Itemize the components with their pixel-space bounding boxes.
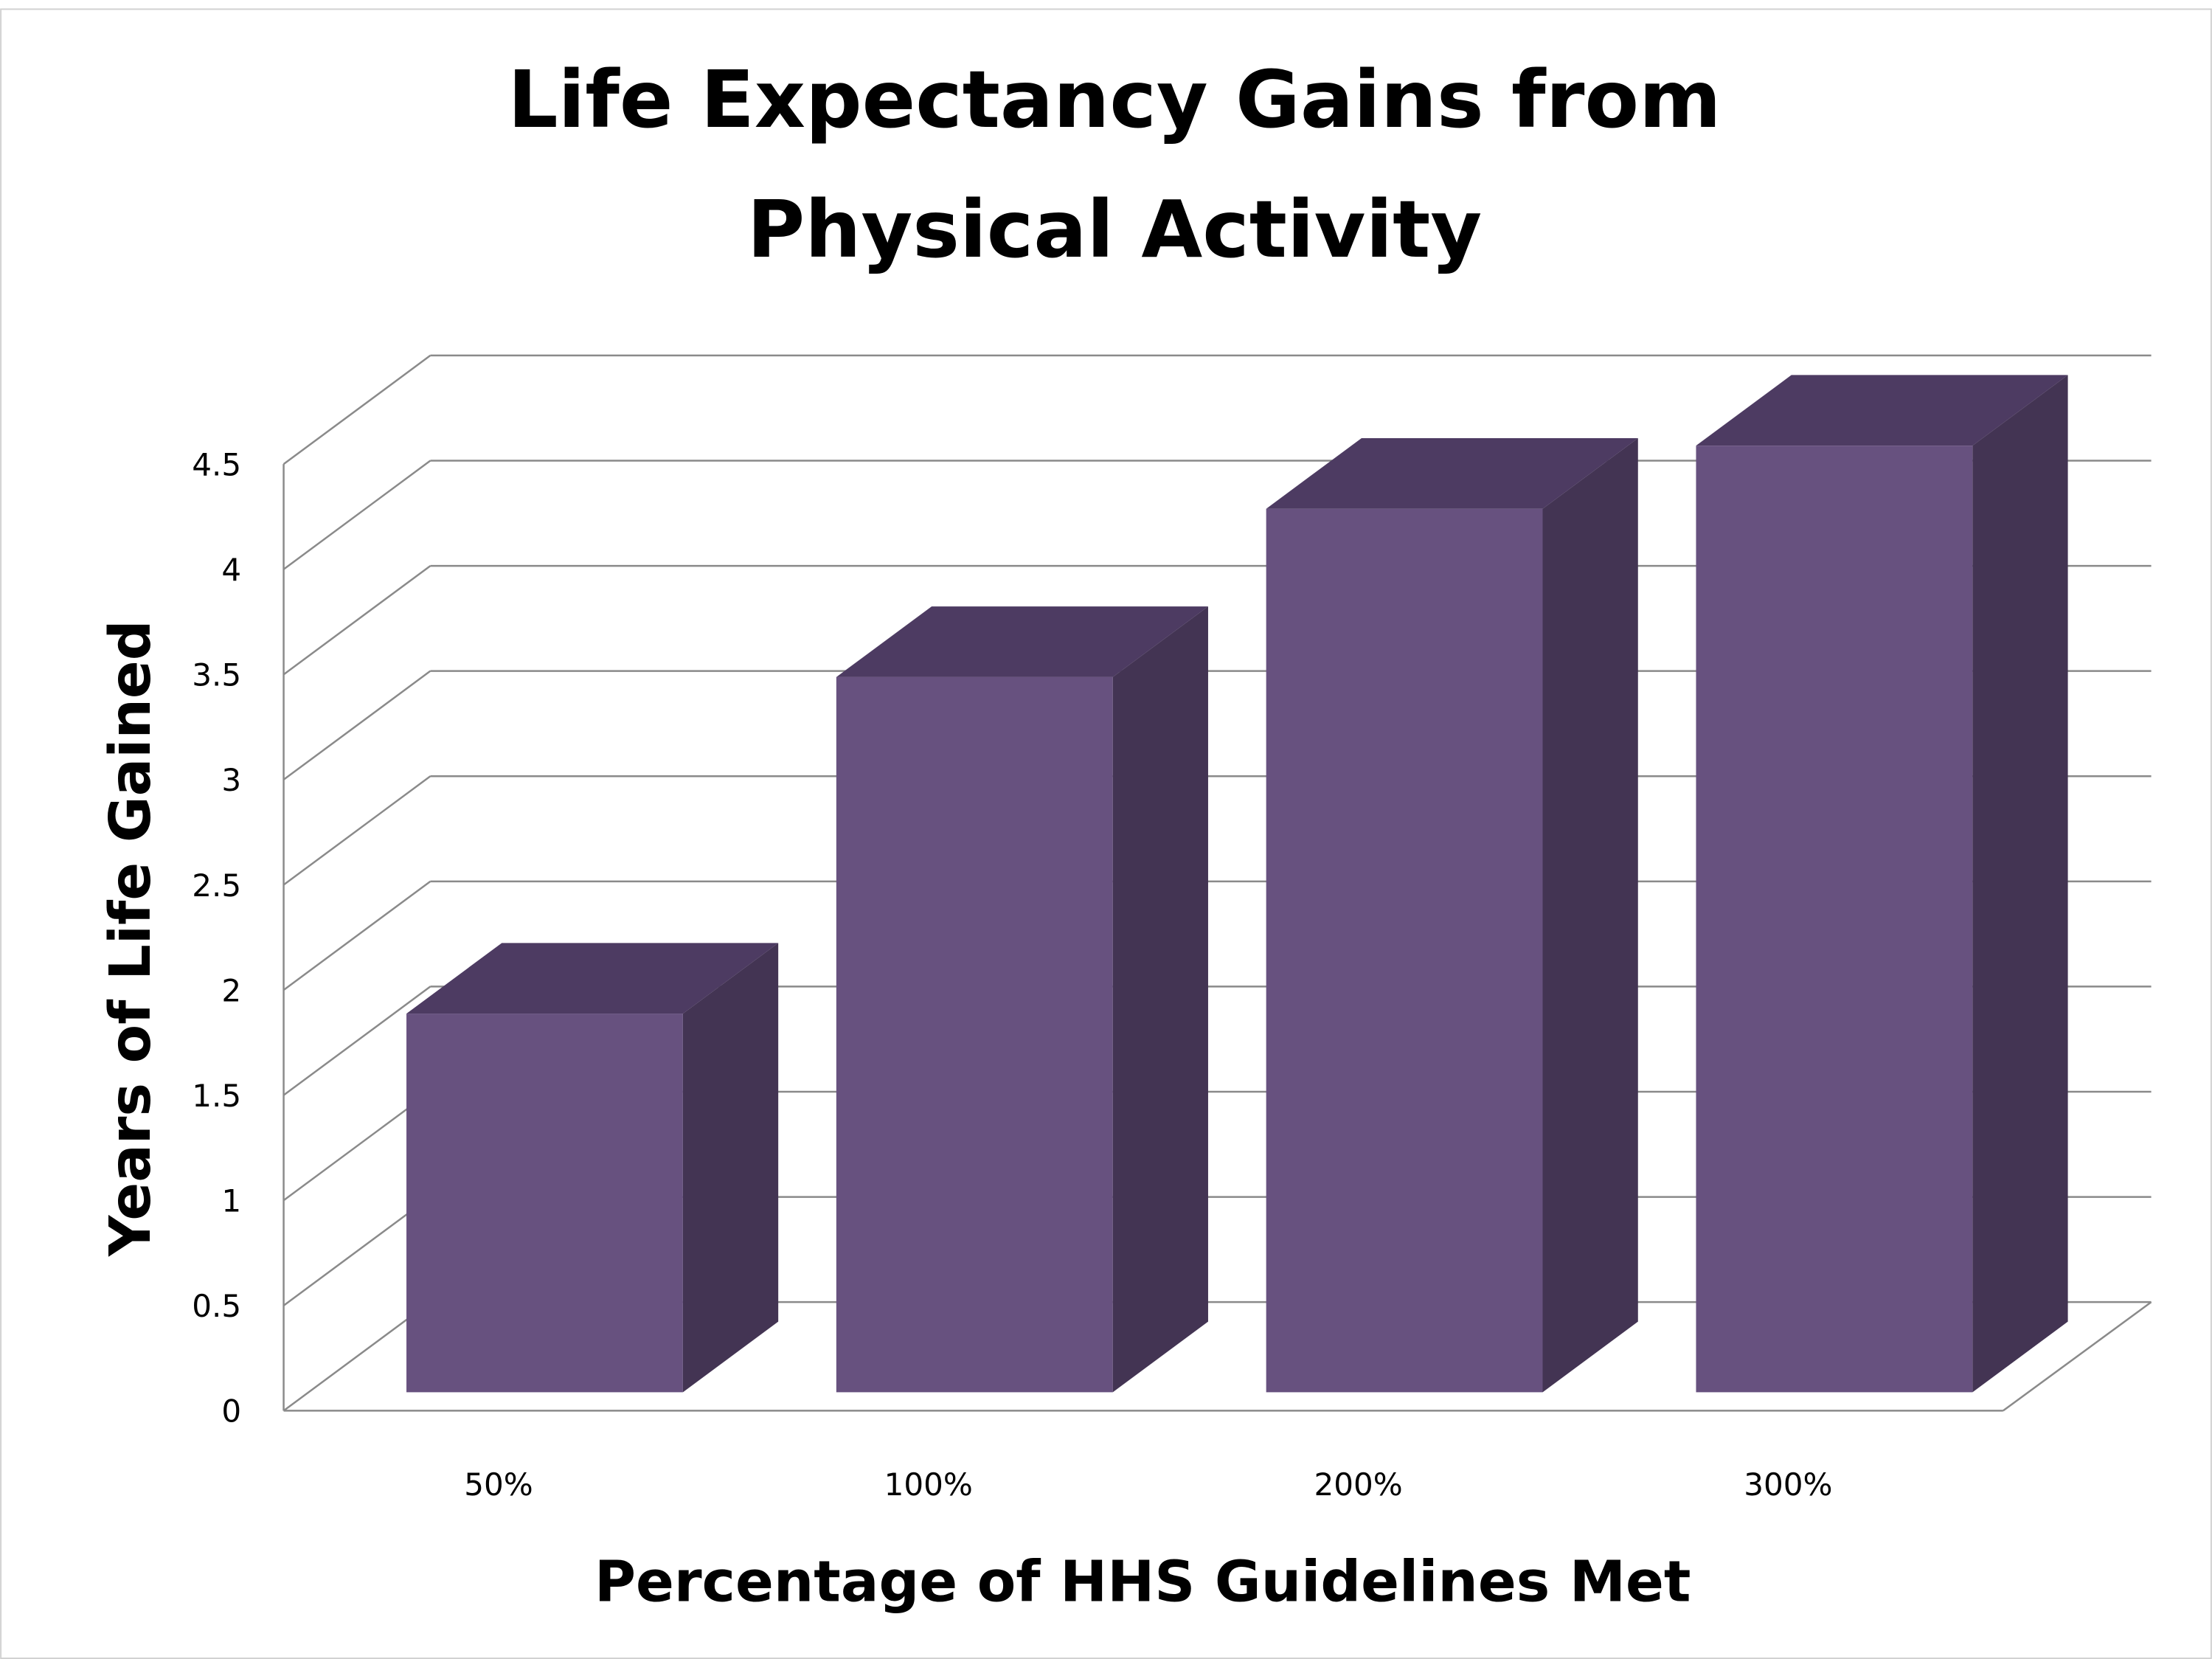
bar-200%: [1266, 437, 1638, 1393]
side-wall-gridline: [282, 1196, 431, 1306]
y-tick-label: 0: [221, 1393, 241, 1430]
x-tick-label: 50%: [464, 1466, 533, 1503]
y-tick-label: 3: [221, 762, 241, 798]
side-wall-gridline: [282, 670, 431, 780]
y-tick-label: 2: [221, 972, 241, 1008]
bar-side: [1542, 437, 1638, 1393]
floor-right-edge: [2003, 1301, 2152, 1412]
bars: [406, 375, 2068, 1393]
side-wall-gridline: [282, 565, 431, 676]
y-tick-label: 0.5: [192, 1288, 241, 1324]
bar-side: [1112, 606, 1208, 1393]
y-tick-label: 4.5: [192, 446, 241, 482]
bar-top: [406, 943, 779, 1014]
bar-300%: [1696, 375, 2068, 1393]
bar-side: [682, 943, 779, 1393]
x-axis-title: Percentage of HHS Guidelines Met: [594, 1550, 1691, 1615]
bar-side: [1972, 375, 2068, 1393]
x-tick-labels: 50% 100% 200% 300%: [464, 1466, 1832, 1503]
y-tick-label: 4: [221, 552, 241, 588]
chart-title-line-1: Life Expectancy Gains from: [507, 55, 1721, 146]
side-wall-gridline: [282, 986, 431, 1096]
side-wall-gridline: [282, 880, 431, 991]
bar-top: [836, 606, 1208, 677]
side-wall-gridline: [282, 775, 431, 886]
y-tick-label: 2.5: [192, 867, 241, 904]
bar-top: [1266, 437, 1638, 509]
side-wall-gridline: [282, 1090, 431, 1202]
bar-front: [1696, 446, 1973, 1393]
y-tick-labels: 0 0.5 1 1.5 2 2.5 3 3.5 4 4.5: [192, 446, 241, 1429]
side-wall-gridline: [282, 460, 431, 570]
bar-50%: [406, 943, 779, 1393]
y-tick-label: 3.5: [192, 657, 241, 693]
bar-front: [836, 676, 1113, 1393]
x-tick-label: 300%: [1744, 1466, 1832, 1503]
chart-title-line-2: Physical Activity: [747, 184, 1482, 276]
bar-top: [1696, 375, 2068, 446]
x-tick-label: 100%: [884, 1466, 973, 1503]
side-wall-gridline: [282, 354, 431, 465]
bar-front: [406, 1014, 683, 1393]
side-wall-gridline: [282, 1301, 431, 1412]
y-axis-title: Years of Life Gained: [98, 620, 164, 1257]
bar-100%: [836, 606, 1208, 1393]
x-tick-label: 200%: [1314, 1466, 1402, 1503]
y-tick-label: 1.5: [192, 1078, 241, 1114]
y-tick-label: 1: [221, 1183, 241, 1219]
bar-front: [1266, 508, 1543, 1393]
